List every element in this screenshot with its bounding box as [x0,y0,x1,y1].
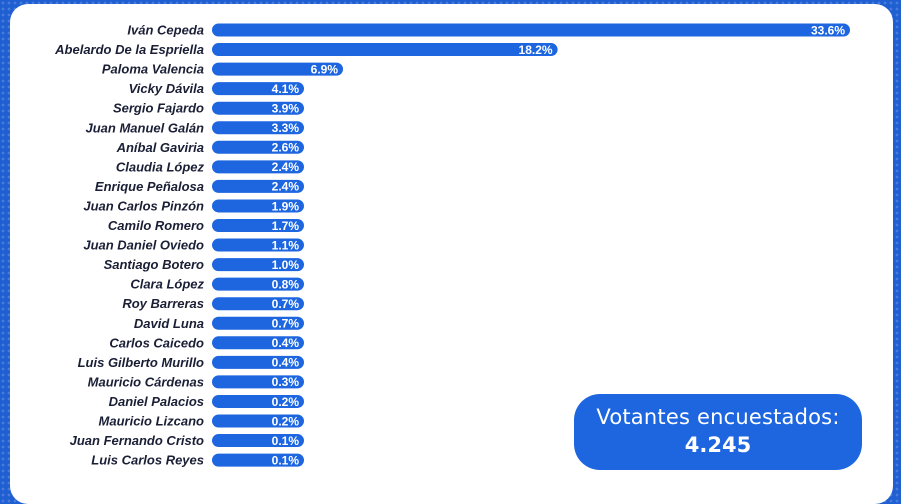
value-label: 0.1% [272,453,300,467]
bar [212,43,558,57]
value-label: 0.2% [272,414,300,428]
category-label: Abelardo De la Espriella [54,42,204,57]
bar [212,316,304,330]
bar [212,297,304,311]
value-label: 2.4% [272,180,300,194]
category-label: Iván Cepeda [127,23,204,38]
bar [212,336,304,350]
category-label: Paloma Valencia [102,62,204,77]
value-label: 0.7% [272,317,300,331]
respondents-badge: Votantes encuestados: 4.245 [574,394,862,470]
bar [212,23,850,37]
bar [212,434,304,448]
bar [212,238,304,252]
category-label: Juan Carlos Pinzón [83,198,204,213]
category-label: Daniel Palacios [109,394,204,409]
value-label: 0.3% [272,375,300,389]
value-label: 1.1% [272,238,300,252]
bar [212,414,304,428]
value-label: 33.6% [811,23,845,37]
category-label: Carlos Caicedo [109,335,204,350]
bar [212,179,304,193]
category-label: Luis Gilberto Murillo [78,355,204,370]
bar [212,453,304,467]
bar [212,375,304,389]
category-label: Claudia López [116,159,205,174]
category-label: Mauricio Lizcano [99,414,205,429]
respondents-label: Votantes encuestados: [596,405,840,429]
value-label: 3.9% [272,102,300,116]
category-label: Mauricio Cárdenas [88,374,204,389]
category-label: Clara López [130,277,204,292]
category-label: Luis Carlos Reyes [91,453,204,468]
bar-chart: Iván Cepeda 33.6% Abelardo De la Espriella… [54,23,850,468]
value-label: 3.3% [272,121,300,135]
category-label: Vicky Dávila [129,81,204,96]
value-label: 0.1% [272,434,300,448]
value-label: 6.9% [311,62,339,76]
category-label: Aníbal Gaviria [116,140,204,155]
value-label: 1.7% [272,219,300,233]
category-label: Sergio Fajardo [113,101,204,116]
value-label: 0.2% [272,395,300,409]
bar [212,394,304,408]
respondents-value: 4.245 [684,433,752,457]
value-label: 0.4% [272,336,300,350]
category-label: Juan Fernando Cristo [70,433,204,448]
category-label: Camilo Romero [108,218,204,233]
bar [212,140,304,154]
category-label: Juan Daniel Oviedo [83,238,204,253]
value-label: 2.4% [272,160,300,174]
value-label: 0.7% [272,297,300,311]
bar [212,101,304,115]
value-label: 4.1% [272,82,300,96]
value-label: 1.9% [272,199,300,213]
value-label: 0.4% [272,356,300,370]
category-label: David Luna [134,316,204,331]
value-label: 18.2% [519,43,553,57]
value-label: 2.6% [272,141,300,155]
category-label: Juan Manuel Galán [86,120,205,135]
value-label: 1.0% [272,258,300,272]
bar [212,199,304,213]
bar [212,355,304,369]
bar [212,258,304,272]
value-label: 0.8% [272,277,300,291]
bar [212,121,304,135]
bar [212,277,304,291]
category-label: Santiago Botero [104,257,204,272]
category-label: Roy Barreras [122,296,204,311]
category-label: Enrique Peñalosa [95,179,204,194]
bar [212,62,344,76]
bar [212,82,304,96]
bar [212,160,304,174]
bar [212,219,304,232]
